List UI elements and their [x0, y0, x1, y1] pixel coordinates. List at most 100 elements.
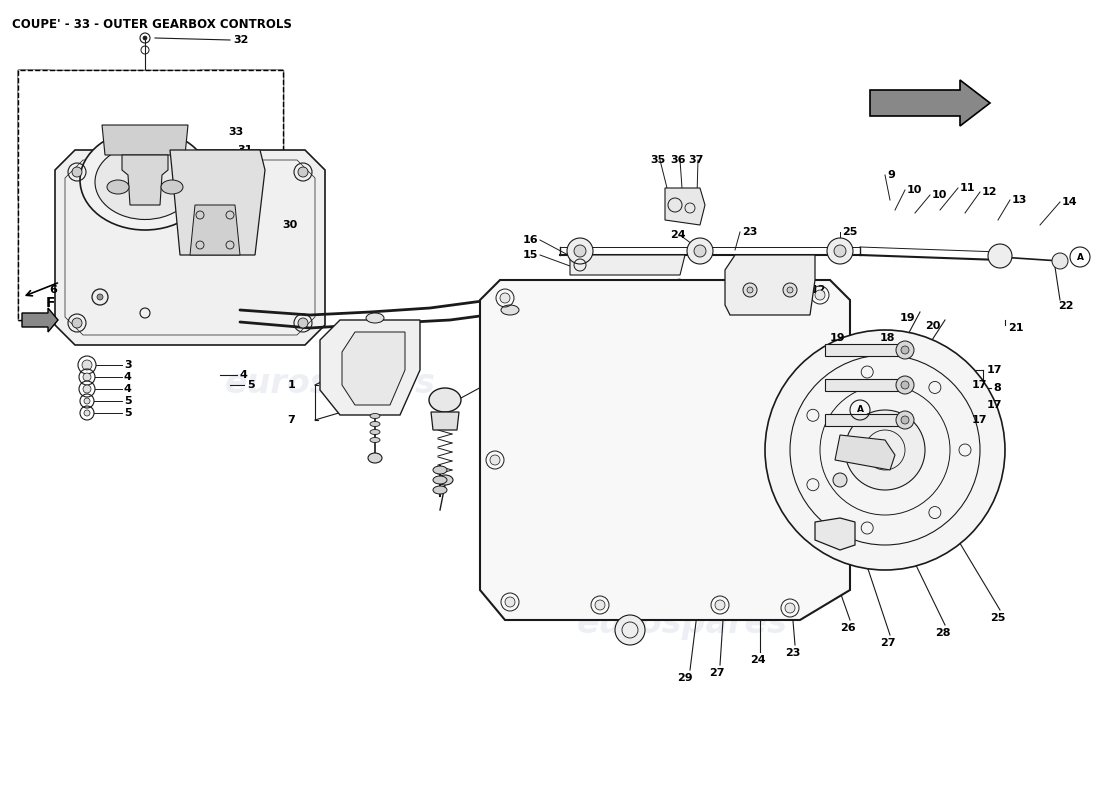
Text: 4: 4: [124, 372, 132, 382]
Text: 9: 9: [887, 170, 895, 180]
Polygon shape: [480, 280, 850, 620]
Text: 22: 22: [1058, 301, 1074, 311]
Circle shape: [688, 238, 713, 264]
Text: 14: 14: [1062, 197, 1078, 207]
Ellipse shape: [437, 475, 453, 485]
Text: 17: 17: [972, 380, 988, 390]
Circle shape: [615, 615, 645, 645]
Polygon shape: [122, 155, 168, 205]
Ellipse shape: [370, 414, 379, 418]
Circle shape: [901, 416, 909, 424]
Ellipse shape: [370, 422, 379, 426]
Bar: [825, 414, 905, 426]
Text: 15: 15: [522, 250, 538, 260]
Text: 10: 10: [932, 190, 947, 200]
Text: 30: 30: [282, 220, 297, 230]
Text: 17: 17: [987, 365, 1002, 375]
Ellipse shape: [433, 476, 447, 484]
Ellipse shape: [161, 180, 183, 194]
Polygon shape: [190, 205, 240, 255]
Text: COUPE' - 33 - OUTER GEARBOX CONTROLS: COUPE' - 33 - OUTER GEARBOX CONTROLS: [12, 18, 292, 31]
Polygon shape: [870, 80, 990, 126]
Text: 29: 29: [678, 673, 693, 683]
Circle shape: [97, 294, 103, 300]
Circle shape: [72, 318, 82, 328]
Text: 31: 31: [236, 145, 252, 155]
Text: eurospares: eurospares: [559, 477, 805, 515]
Polygon shape: [55, 150, 324, 345]
Circle shape: [566, 238, 593, 264]
Text: 34: 34: [236, 160, 253, 170]
Ellipse shape: [433, 466, 447, 474]
Polygon shape: [431, 412, 459, 430]
Text: 3: 3: [124, 360, 132, 370]
Circle shape: [896, 341, 914, 359]
Text: 13: 13: [1012, 195, 1027, 205]
Text: 24: 24: [670, 230, 685, 240]
Circle shape: [298, 167, 308, 177]
Text: eurospares: eurospares: [576, 607, 788, 641]
Circle shape: [715, 600, 725, 610]
Text: 24: 24: [750, 655, 766, 665]
Text: 1: 1: [287, 380, 295, 390]
Circle shape: [896, 411, 914, 429]
Polygon shape: [570, 255, 685, 275]
Circle shape: [82, 385, 91, 393]
Ellipse shape: [433, 486, 447, 494]
Polygon shape: [18, 70, 50, 200]
Ellipse shape: [500, 305, 519, 315]
Ellipse shape: [107, 180, 129, 194]
Circle shape: [490, 455, 500, 465]
Text: 25: 25: [842, 227, 857, 237]
Text: 35: 35: [650, 155, 666, 165]
Circle shape: [764, 330, 1005, 570]
Circle shape: [72, 167, 82, 177]
Text: 19: 19: [829, 333, 845, 343]
Text: 23: 23: [785, 648, 801, 658]
Text: 5: 5: [124, 408, 132, 418]
Polygon shape: [666, 188, 705, 225]
Circle shape: [785, 603, 795, 613]
Text: 12: 12: [811, 285, 826, 295]
Bar: [18, 70, 283, 320]
Text: 26: 26: [840, 623, 856, 633]
Text: 10: 10: [908, 185, 923, 195]
Circle shape: [82, 373, 91, 381]
Circle shape: [845, 410, 925, 490]
Bar: [825, 344, 905, 356]
Circle shape: [786, 287, 793, 293]
Text: 8: 8: [993, 383, 1001, 393]
Circle shape: [988, 244, 1012, 268]
Polygon shape: [22, 308, 58, 332]
Text: 6: 6: [50, 285, 57, 295]
Circle shape: [1052, 253, 1068, 269]
Text: eurospares: eurospares: [224, 367, 436, 401]
Circle shape: [815, 290, 825, 300]
Circle shape: [143, 36, 147, 40]
Circle shape: [82, 360, 92, 370]
Text: 36: 36: [670, 155, 685, 165]
Polygon shape: [102, 125, 188, 155]
Text: 21: 21: [1008, 323, 1023, 333]
Circle shape: [827, 238, 853, 264]
Circle shape: [833, 473, 847, 487]
Ellipse shape: [370, 438, 379, 442]
Text: 28: 28: [935, 628, 950, 638]
Circle shape: [574, 245, 586, 257]
Text: 12: 12: [982, 187, 998, 197]
Circle shape: [783, 283, 798, 297]
Text: 4: 4: [124, 384, 132, 394]
Ellipse shape: [366, 313, 384, 323]
Text: 4: 4: [240, 370, 248, 380]
Text: 25: 25: [990, 613, 1005, 623]
Polygon shape: [725, 255, 815, 315]
Circle shape: [901, 381, 909, 389]
Polygon shape: [835, 435, 895, 470]
Circle shape: [747, 287, 754, 293]
Text: 33: 33: [228, 127, 243, 137]
Circle shape: [500, 293, 510, 303]
Polygon shape: [815, 518, 855, 550]
Text: 11: 11: [960, 183, 976, 193]
Text: F1: F1: [45, 296, 65, 310]
Text: 32: 32: [233, 35, 249, 45]
